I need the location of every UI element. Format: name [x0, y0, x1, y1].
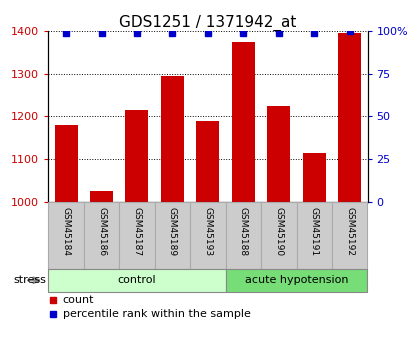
Text: GSM45191: GSM45191 [310, 207, 319, 256]
Bar [90, 191, 113, 202]
Bar [303, 153, 326, 202]
Text: GSM45186: GSM45186 [97, 207, 106, 256]
Title: GDS1251 / 1371942_at: GDS1251 / 1371942_at [119, 15, 297, 31]
Text: GSM45187: GSM45187 [132, 207, 142, 256]
Bar [226, 269, 368, 292]
Text: GSM45189: GSM45189 [168, 207, 177, 256]
Text: GSM45192: GSM45192 [345, 207, 354, 256]
Bar [126, 110, 149, 202]
Text: stress: stress [13, 275, 46, 285]
Bar [261, 202, 297, 269]
Bar [48, 269, 226, 292]
Text: GSM45193: GSM45193 [203, 207, 213, 256]
Text: count: count [63, 295, 94, 305]
Bar [155, 202, 190, 269]
Text: GSM45184: GSM45184 [62, 207, 71, 256]
Text: control: control [118, 275, 156, 285]
Text: GSM45190: GSM45190 [274, 207, 284, 256]
Bar [226, 202, 261, 269]
Bar [48, 202, 84, 269]
Bar [297, 202, 332, 269]
Bar [197, 121, 219, 202]
Bar [338, 33, 361, 202]
Bar [267, 106, 290, 202]
Bar [161, 76, 184, 202]
Text: percentile rank within the sample: percentile rank within the sample [63, 309, 251, 319]
Text: acute hypotension: acute hypotension [245, 275, 348, 285]
Bar [332, 202, 368, 269]
Bar [232, 42, 255, 202]
Bar [119, 202, 155, 269]
Bar [84, 202, 119, 269]
Bar [55, 125, 78, 202]
Bar [190, 202, 226, 269]
Text: GSM45188: GSM45188 [239, 207, 248, 256]
